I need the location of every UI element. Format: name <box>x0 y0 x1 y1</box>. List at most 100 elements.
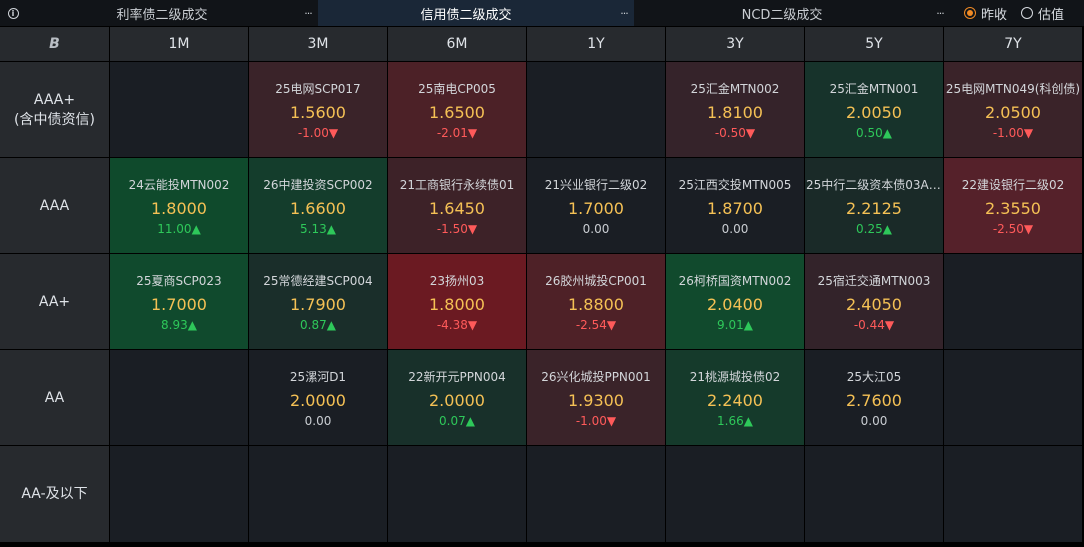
bond-cell[interactable]: 26中建投资SCP002 1.6600 5.13▲ <box>249 158 387 253</box>
bond-rate: 2.7600 <box>846 390 902 410</box>
bond-cell[interactable]: 25电网MTN049(科创债) 2.0500 -1.00▼ <box>944 62 1082 157</box>
empty-cell <box>527 446 665 542</box>
tab-2[interactable]: 信用债二级成交 ··· <box>318 0 634 26</box>
bond-name: 21工商银行永续债01 <box>399 177 515 192</box>
bond-change: 0.25▲ <box>856 222 892 236</box>
bond-cell[interactable]: 21工商银行永续债01 1.6450 -1.50▼ <box>388 158 526 253</box>
bond-cell[interactable]: 23扬州03 1.8000 -4.38▼ <box>388 254 526 349</box>
bond-change: 0.00 <box>583 222 610 236</box>
bond-change: 1.66▲ <box>717 414 753 428</box>
radio-label: 昨收 <box>980 7 1007 23</box>
column-header-1m: 1M <box>110 27 248 61</box>
empty-cell <box>249 446 387 542</box>
bond-change: -2.01▼ <box>437 126 477 140</box>
bond-change: -0.50▼ <box>715 126 755 140</box>
bond-change: 0.00 <box>861 414 888 428</box>
column-header-3y: 3Y <box>666 27 804 61</box>
arrow-down-icon: ▼ <box>328 125 339 140</box>
bond-name: 26柯桥国资MTN002 <box>678 273 792 288</box>
bond-cell[interactable]: 25宿迁交通MTN003 2.4050 -0.44▼ <box>805 254 943 349</box>
bond-rate: 1.8800 <box>568 294 624 314</box>
bond-rate: 1.6500 <box>429 102 485 122</box>
corner-logo-cell: B <box>0 27 109 61</box>
bond-cell[interactable]: 21兴业银行二级02 1.7000 0.00 <box>527 158 665 253</box>
empty-cell <box>527 62 665 157</box>
row-header-label: AA <box>44 389 65 406</box>
bond-cell[interactable]: 22建设银行二级02 2.3550 -2.50▼ <box>944 158 1082 253</box>
bond-rate: 1.9300 <box>568 390 624 410</box>
more-options-icon[interactable]: ··· <box>620 6 629 20</box>
column-header-3m: 3M <box>249 27 387 61</box>
arrow-up-icon: ▲ <box>882 221 892 236</box>
tab-label: NCD二级成交 <box>741 7 823 23</box>
radio-valuation[interactable]: 估值 <box>1020 4 1064 23</box>
bond-name: 25夏商SCP023 <box>136 273 222 288</box>
bond-change-value: 11.00 <box>157 221 192 236</box>
row-header-label: AA-及以下 <box>21 486 88 502</box>
column-header-1y: 1Y <box>527 27 665 61</box>
row-header-label: AAA+ <box>33 91 76 108</box>
info-icon[interactable]: i <box>0 0 26 26</box>
bond-rate: 2.0000 <box>290 390 346 410</box>
bond-cell[interactable]: 22新开元PPN004 2.0000 0.07▲ <box>388 350 526 445</box>
row-header-label: (含中债资信) <box>14 111 95 128</box>
bond-name: 25漯河D1 <box>289 369 347 384</box>
more-options-icon[interactable]: ··· <box>304 6 313 20</box>
bond-name: 26兴化城投PPN001 <box>541 369 651 384</box>
bond-cell[interactable]: 24云能投MTN002 1.8000 11.00▲ <box>110 158 248 253</box>
bond-change-value: 0.87 <box>300 317 327 332</box>
bond-rate: 1.8000 <box>151 198 207 218</box>
row-header-label: AAA <box>39 197 70 214</box>
bond-cell[interactable]: 21桃源城投债02 2.2400 1.66▲ <box>666 350 804 445</box>
arrow-up-icon: ▲ <box>187 317 197 332</box>
arrow-up-icon: ▲ <box>743 413 753 428</box>
tab-1[interactable]: 利率债二级成交 ··· <box>26 0 318 26</box>
radio-button-icon[interactable] <box>963 7 976 19</box>
bond-cell[interactable]: 25南电CP005 1.6500 -2.01▼ <box>388 62 526 157</box>
bond-cell[interactable]: 25大江05 2.7600 0.00 <box>805 350 943 445</box>
row-header: AA-及以下 <box>0 446 109 542</box>
bond-name: 25大江05 <box>846 369 902 384</box>
bond-cell[interactable]: 25夏商SCP023 1.7000 8.93▲ <box>110 254 248 349</box>
column-header-7y: 7Y <box>944 27 1082 61</box>
bond-cell[interactable]: 26兴化城投PPN001 1.9300 -1.00▼ <box>527 350 665 445</box>
bond-cell[interactable]: 25汇金MTN002 1.8100 -0.50▼ <box>666 62 804 157</box>
bond-cell[interactable]: 26胶州城投CP001 1.8800 -2.54▼ <box>527 254 665 349</box>
brand-logo-icon: B <box>49 36 60 52</box>
bond-name: 25汇金MTN001 <box>829 81 919 96</box>
column-header-6m: 6M <box>388 27 526 61</box>
arrow-down-icon: ▼ <box>467 221 478 236</box>
more-options-icon[interactable]: ··· <box>936 6 945 20</box>
bond-change: -2.54▼ <box>576 318 616 332</box>
column-header-5y: 5Y <box>805 27 943 61</box>
row-header: AAA+ (含中债资信) <box>0 62 109 157</box>
bond-change-value: 0.00 <box>582 221 610 236</box>
bond-rate: 1.8000 <box>429 294 485 314</box>
radio-prev-close[interactable]: 昨收 <box>963 4 1007 23</box>
bond-name: 24云能投MTN002 <box>128 177 230 192</box>
bond-change: -1.00▼ <box>993 126 1033 140</box>
bond-name: 25江西交投MTN005 <box>678 177 792 192</box>
bond-name: 26胶州城投CP001 <box>545 273 647 288</box>
bond-change: 11.00▲ <box>157 222 201 236</box>
bond-change-value: -2.54 <box>575 317 607 332</box>
bond-cell[interactable]: 25常德经建SCP004 1.7900 0.87▲ <box>249 254 387 349</box>
arrow-down-icon: ▼ <box>467 125 478 140</box>
radio-button-icon[interactable] <box>1020 7 1033 19</box>
bond-change: 0.50▲ <box>856 126 892 140</box>
bond-change-value: -2.01 <box>436 125 468 140</box>
bond-cell[interactable]: 25电网SCP017 1.5600 -1.00▼ <box>249 62 387 157</box>
bond-cell[interactable]: 25汇金MTN001 2.0050 0.50▲ <box>805 62 943 157</box>
arrow-up-icon: ▲ <box>326 317 336 332</box>
empty-cell <box>388 446 526 542</box>
bond-cell[interactable]: 25江西交投MTN005 1.8700 0.00 <box>666 158 804 253</box>
bond-change-value: -0.44 <box>853 317 885 332</box>
bond-change-value: 0.00 <box>860 413 888 428</box>
bond-change: -0.44▼ <box>854 318 894 332</box>
bond-cell[interactable]: 25中行二级资本债03A(... 2.2125 0.25▲ <box>805 158 943 253</box>
bond-rate: 1.8700 <box>707 198 763 218</box>
bond-cell[interactable]: 26柯桥国资MTN002 2.0400 9.01▲ <box>666 254 804 349</box>
empty-cell <box>944 254 1082 349</box>
bond-cell[interactable]: 25漯河D1 2.0000 0.00 <box>249 350 387 445</box>
tab-3[interactable]: NCD二级成交 ··· <box>634 0 950 26</box>
